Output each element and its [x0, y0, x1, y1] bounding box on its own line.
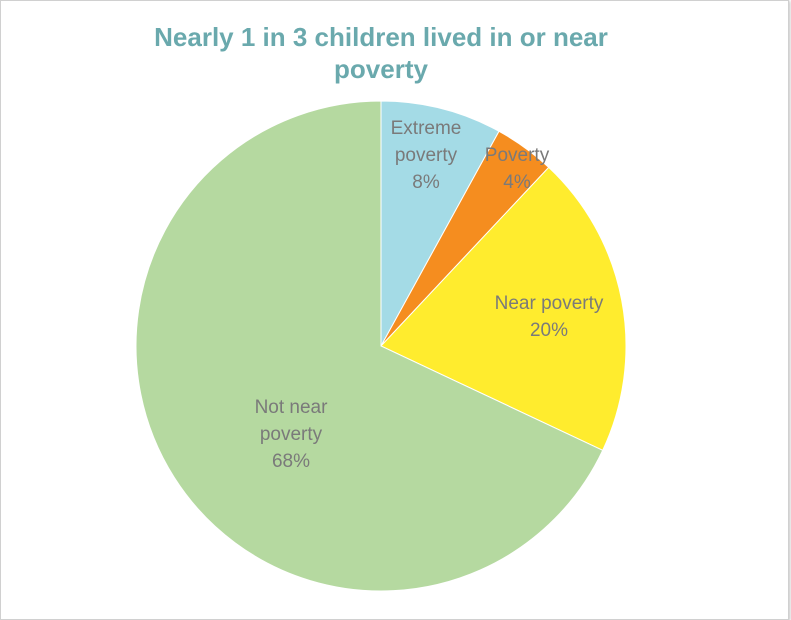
data-label-extreme-poverty: Extreme poverty 8%	[391, 118, 462, 193]
pie-slice-extreme-poverty	[380, 100, 500, 347]
pie-slice-near-poverty	[380, 166, 627, 451]
data-label-near-poverty: Near poverty 20%	[495, 293, 604, 341]
data-label-not-near-poverty: Not near poverty 68%	[255, 397, 329, 472]
data-label-poverty: Poverty 4%	[485, 145, 550, 193]
pie-slice-not-near-poverty	[135, 100, 604, 592]
chart-title: Nearly 1 in 3 children lived in or near …	[154, 22, 608, 84]
